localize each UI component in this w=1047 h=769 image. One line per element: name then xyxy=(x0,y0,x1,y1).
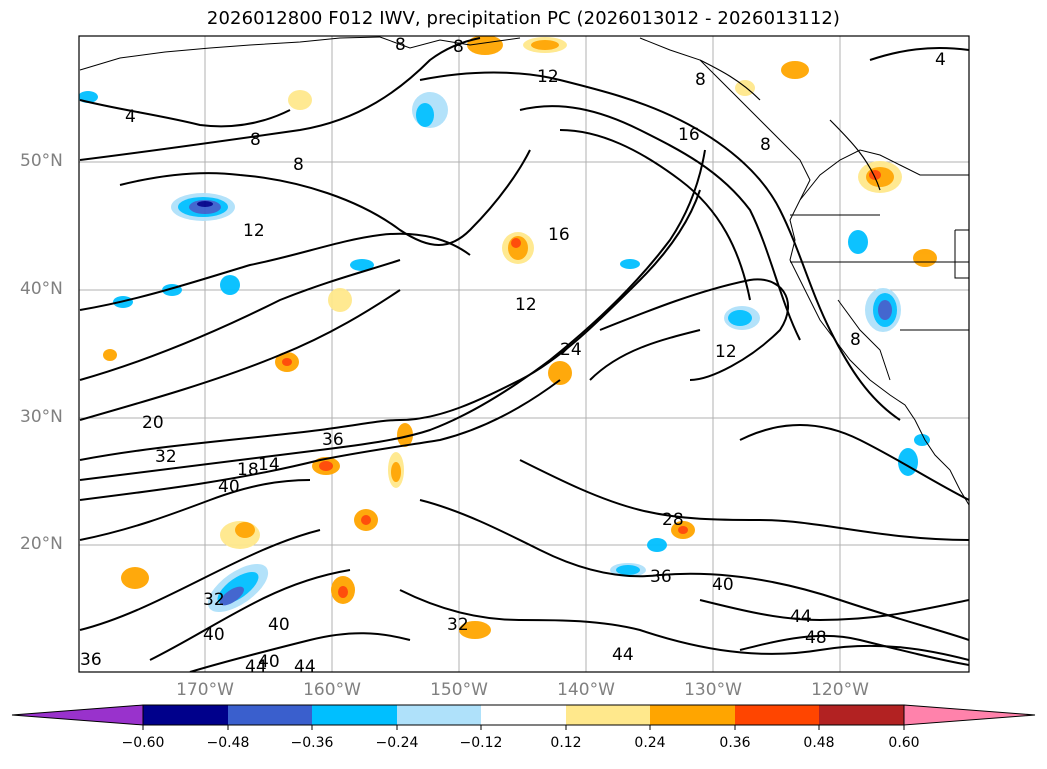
contour-label: 16 xyxy=(678,125,700,145)
lon-label: 150°W xyxy=(430,680,488,700)
colorbar-tick-label: 0.24 xyxy=(634,735,666,751)
lat-label: 50°N xyxy=(20,151,63,171)
contour-label: 8 xyxy=(760,135,771,155)
contour-label: 14 xyxy=(258,455,280,475)
coastline xyxy=(79,36,969,506)
contour-label: 40 xyxy=(258,652,280,672)
contour-labels: 4 8 8 8 12 12 16 12 12 24 8 8 16 20 32 3… xyxy=(80,35,946,677)
contour-label: 32 xyxy=(203,590,225,610)
contour-label: 28 xyxy=(662,510,684,530)
contour-label: 32 xyxy=(155,447,177,467)
contour-label: 20 xyxy=(142,413,164,433)
contour-label: 4 xyxy=(935,50,946,70)
contour-label: 12 xyxy=(243,221,265,241)
contour-label: 40 xyxy=(712,575,734,595)
precip-negative xyxy=(79,91,930,612)
precip-positive xyxy=(103,36,937,639)
colorbar-tick-label: −0.60 xyxy=(121,735,165,751)
contour-label: 40 xyxy=(268,615,290,635)
lon-label: 170°W xyxy=(176,680,234,700)
chart-title: 2026012800 F012 IWV, precipitation PC (2… xyxy=(206,8,841,29)
iwv-contours xyxy=(79,37,969,672)
contour-label: 8 xyxy=(293,155,304,175)
contour-label: 44 xyxy=(790,607,812,627)
thin-contours xyxy=(699,59,881,191)
lon-label: 120°W xyxy=(811,680,869,700)
contour-label: 8 xyxy=(250,130,261,150)
colorbar-tick-label: −0.48 xyxy=(206,735,250,751)
contour-label: 4 xyxy=(125,107,136,127)
contour-label: 12 xyxy=(515,295,537,315)
colorbar-tick-label: 0.12 xyxy=(550,735,582,751)
colorbar-tick-label: −0.12 xyxy=(459,735,503,751)
contour-label: 16 xyxy=(548,225,570,245)
contour-label: 36 xyxy=(80,650,102,670)
contour-label: 40 xyxy=(203,625,225,645)
contour-label: 8 xyxy=(395,35,406,55)
contour-label: 36 xyxy=(322,430,344,450)
colorbar-tick-label: −0.24 xyxy=(375,735,419,751)
contour-label: 8 xyxy=(695,70,706,90)
contour-label: 44 xyxy=(294,657,316,677)
colorbar-tick-label: 0.36 xyxy=(719,735,751,751)
contour-label: 44 xyxy=(612,645,634,665)
contour-label: 24 xyxy=(560,340,582,360)
lon-label: 160°W xyxy=(303,680,361,700)
contour-label: 18 xyxy=(237,460,259,480)
lat-label: 40°N xyxy=(20,279,63,299)
lon-label: 130°W xyxy=(684,680,742,700)
colorbar-tick-label: 0.60 xyxy=(888,735,920,751)
lon-label: 140°W xyxy=(557,680,615,700)
lat-label: 30°N xyxy=(20,407,63,427)
contour-label: 12 xyxy=(715,342,737,362)
colorbar-tick-label: −0.36 xyxy=(290,735,334,751)
contour-label: 12 xyxy=(537,67,559,87)
colorbar xyxy=(11,704,1036,730)
contour-label: 48 xyxy=(805,628,827,648)
contour-label: 36 xyxy=(650,567,672,587)
contour-label: 8 xyxy=(850,330,861,350)
colorbar-tick-label: 0.48 xyxy=(803,735,835,751)
gridlines xyxy=(79,36,969,672)
map-frame xyxy=(78,35,970,673)
contour-label: 32 xyxy=(447,615,469,635)
lat-label: 20°N xyxy=(20,534,63,554)
contour-label: 8 xyxy=(453,37,464,57)
contour-label: 40 xyxy=(218,477,240,497)
